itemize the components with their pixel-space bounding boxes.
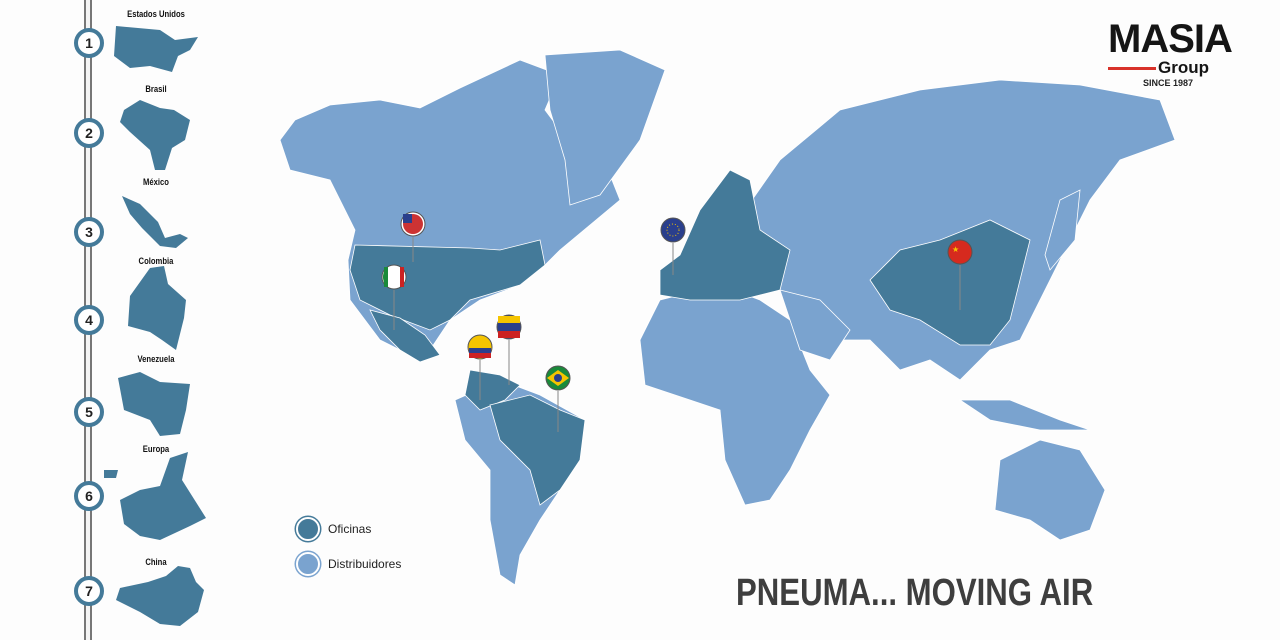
colombia-venezuela-region: [464, 369, 521, 411]
step-3: 3: [74, 217, 104, 247]
sidebar-country-shapes: [104, 26, 206, 626]
step-4: 4: [74, 305, 104, 335]
step-5: 5: [74, 397, 104, 427]
mexico-region: [369, 309, 441, 363]
logo-red-bar: [1108, 66, 1156, 70]
africa: [639, 284, 831, 506]
flag-pins: ★: [381, 211, 973, 432]
country-label: Brasil: [145, 84, 167, 94]
europe-shape: [104, 452, 206, 540]
legend-offices: Oficinas: [296, 517, 371, 541]
country-label: Colombia: [138, 256, 174, 266]
australia: [994, 439, 1106, 541]
china-region: [869, 219, 1031, 346]
country-label: Estados Unidos: [127, 9, 185, 19]
venezuela-flag-icon: [496, 314, 522, 385]
europe-region: [659, 169, 791, 301]
country-label: Europa: [142, 444, 170, 454]
office-regions: [349, 169, 1031, 506]
legend-distributors: Distribuidores: [296, 552, 401, 576]
mexico-flag-icon: [381, 264, 407, 330]
step-7: 7: [74, 576, 104, 606]
indonesia: [958, 399, 1091, 431]
brazil-flag-icon: [545, 365, 571, 432]
offices-swatch: [296, 517, 320, 541]
venezuela-shape: [118, 372, 190, 436]
japan: [1044, 189, 1081, 271]
china-shape: [116, 566, 204, 626]
eu-flag-icon: [660, 217, 686, 275]
colombia-shape: [128, 266, 186, 350]
legend-distributors-label: Distribuidores: [328, 557, 402, 571]
colombia-flag-icon: [467, 334, 493, 400]
usa-region: [349, 239, 546, 331]
country-label: México: [143, 177, 169, 187]
brazil-region: [489, 394, 586, 506]
us-flag-icon: [400, 211, 426, 262]
masia-logo: MASIA Group SINCE 1987: [1108, 17, 1248, 88]
logo-since: SINCE 1987: [1143, 78, 1194, 88]
china-flag-icon: ★: [947, 239, 973, 310]
greenland: [544, 49, 666, 206]
slogan: PNEUMA... MOVING AIR: [736, 572, 1094, 614]
mexico-shape: [122, 196, 188, 248]
distributors-swatch: [296, 552, 320, 576]
step-6: 6: [74, 481, 104, 511]
svg-text:★: ★: [952, 245, 959, 254]
legend-offices-label: Oficinas: [328, 522, 372, 536]
country-label: China: [145, 557, 167, 567]
logo-name: MASIA: [1108, 17, 1233, 61]
step-2: 2: [74, 118, 104, 148]
logo-sub: Group: [1158, 58, 1209, 77]
usa-shape: [114, 26, 198, 72]
brazil-shape: [120, 100, 190, 170]
step-1: 1: [74, 28, 104, 58]
country-label: Venezuela: [137, 354, 175, 364]
middle-east: [779, 289, 851, 361]
